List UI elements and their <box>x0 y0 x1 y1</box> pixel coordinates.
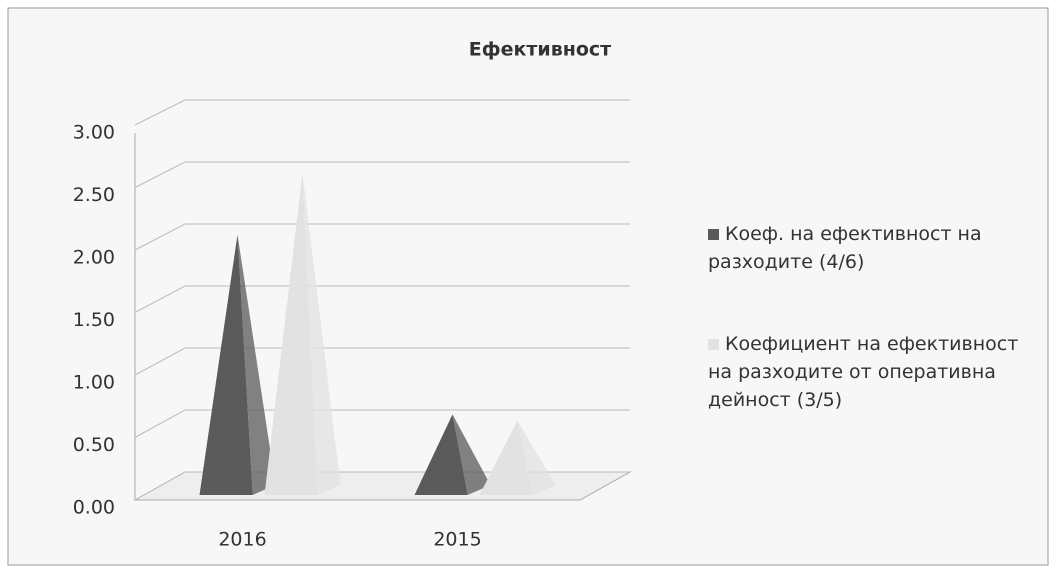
pyramid <box>199 234 276 495</box>
pyramid <box>414 414 491 495</box>
y-tick-label: 0.50 <box>73 434 115 456</box>
pyramid <box>264 172 341 495</box>
y-tick-label: 1.50 <box>73 309 115 331</box>
legend-label: Коефициент на ефективност на разходите о… <box>708 333 1019 411</box>
chart-title: Ефективност <box>469 39 611 61</box>
x-tick-label: 2016 <box>218 529 266 551</box>
legend-item: Коеф. на ефективност на разходите (4/6) <box>708 220 1048 276</box>
pyramid-face <box>517 420 556 495</box>
grid-line <box>134 99 630 126</box>
grid-line <box>134 161 630 188</box>
legend-label: Коеф. на ефективност на разходите (4/6) <box>708 223 982 273</box>
y-tick-label: 2.50 <box>73 184 115 206</box>
pyramid-face <box>452 414 491 495</box>
pyramid <box>479 420 556 495</box>
y-tick-label: 3.00 <box>73 122 115 144</box>
grid-line <box>134 409 630 438</box>
grid-line <box>134 223 630 251</box>
legend-item: Коефициент на ефективност на разходите о… <box>708 330 1048 414</box>
y-tick-label: 1.00 <box>73 372 115 394</box>
pyramid-face <box>479 420 533 495</box>
pyramid-face <box>199 234 253 495</box>
grid-line <box>134 285 630 313</box>
legend-swatch <box>708 229 719 240</box>
y-tick-label: 0.00 <box>73 497 115 519</box>
legend-swatch <box>708 339 719 350</box>
pyramid-face <box>264 172 318 495</box>
grid-line <box>134 347 630 376</box>
pyramid-face <box>302 172 341 495</box>
pyramid-face <box>414 414 468 495</box>
x-tick-label: 2015 <box>433 529 481 551</box>
y-tick-label: 2.00 <box>73 247 115 269</box>
pyramid-face <box>237 234 276 495</box>
